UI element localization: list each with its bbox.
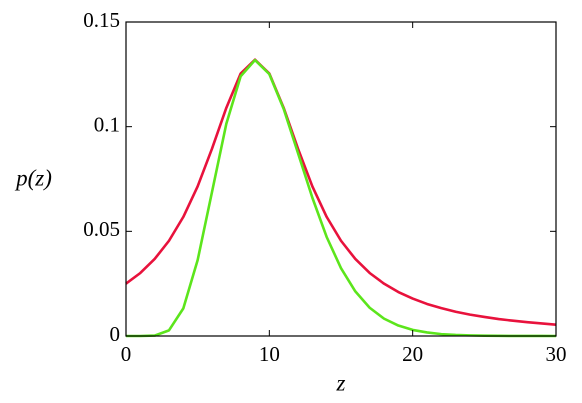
y-tick-label: 0: [110, 322, 121, 346]
series-line: [126, 58, 557, 338]
y-tick-label: 0.1: [94, 112, 120, 136]
y-axis-label: p(z): [14, 165, 52, 190]
plot-frame: [125, 21, 557, 337]
y-tick-label: 0.05: [83, 217, 120, 241]
series-line: [125, 58, 557, 326]
x-tick-label: 10: [259, 342, 280, 366]
y-tick-label: 0.15: [83, 8, 120, 32]
x-axis-label: z: [336, 370, 346, 395]
x-tick-label: 30: [546, 342, 567, 366]
x-tick-label: 20: [402, 342, 423, 366]
x-tick-label: 0: [121, 342, 132, 366]
